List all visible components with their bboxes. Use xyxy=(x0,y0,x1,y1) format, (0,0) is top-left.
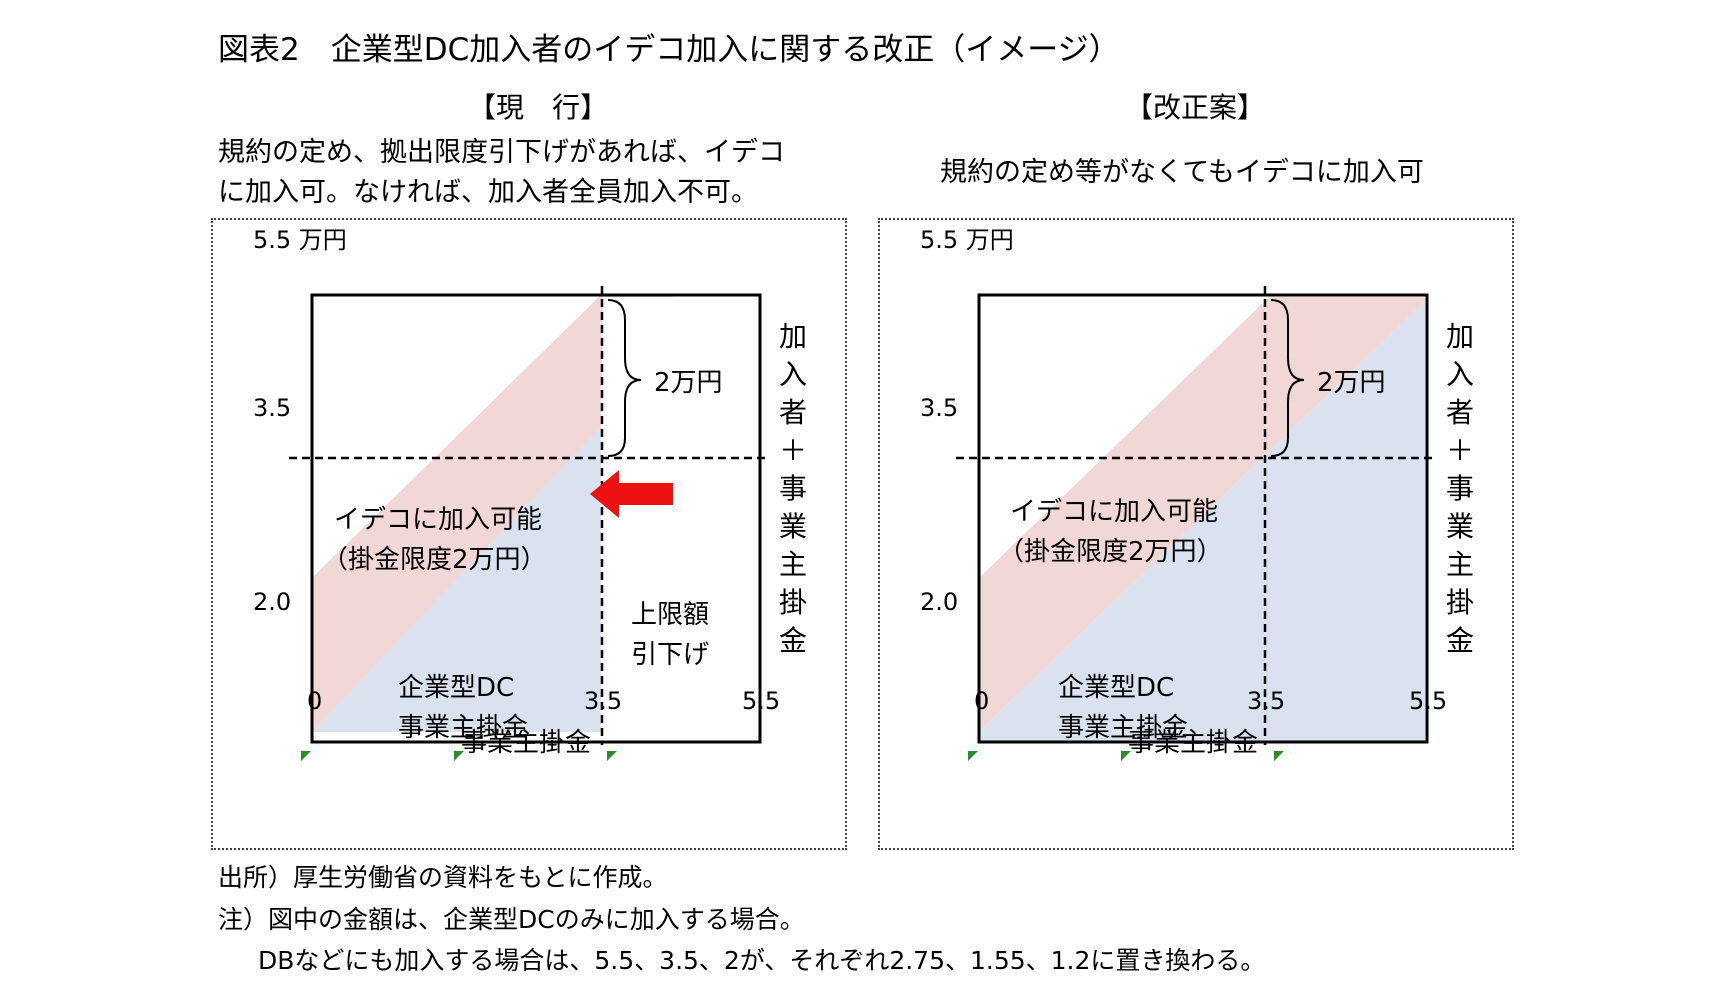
left-x-tick-mid: 3.5 xyxy=(584,687,623,715)
note-line1: 注）図中の金額は、企業型DCのみに加入する場合。 xyxy=(218,905,805,934)
right-y-mid-label: 3.5 xyxy=(920,394,959,422)
right-diagram-panel: 5.5 万円 3.5 2.0 0 3.5 5.5 事業主掛金 2万円 イデコに加… xyxy=(878,218,1514,850)
right-dc-label-line2: 事業主掛金 xyxy=(1058,713,1189,743)
left-ideco-label-line1: イデコに加入可能 xyxy=(334,505,543,535)
right-right-axis-text: 加入者＋事業主掛金 xyxy=(1445,320,1474,657)
left-tick-marker-1 xyxy=(454,751,464,761)
right-ideco-label-line2: （掛金限度2万円） xyxy=(998,537,1223,567)
left-cap-label-line1: 上限額 xyxy=(631,600,710,630)
left-brace-label: 2万円 xyxy=(654,368,723,398)
left-description-line1: 規約の定め、拠出限度引下げがあれば、イデコ xyxy=(218,137,785,168)
right-tick-marker-2 xyxy=(1274,751,1284,761)
right-ideco-label-line1: イデコに加入可能 xyxy=(1010,497,1219,527)
right-x-tick-mid: 3.5 xyxy=(1247,687,1286,715)
right-blue-region xyxy=(979,301,1425,742)
left-pink-region-upper xyxy=(312,295,601,732)
left-ideco-label-line2: （掛金限度2万円） xyxy=(322,545,547,575)
right-brace-label: 2万円 xyxy=(1317,368,1386,398)
right-tick-marker-0 xyxy=(968,751,978,761)
right-x-tick-max: 5.5 xyxy=(1409,687,1448,715)
left-diagram-panel: 5.5 万円 3.5 2.0 0 3.5 5.5 事業主掛金 2万円 イデコに加… xyxy=(211,218,847,850)
right-y-low-label: 2.0 xyxy=(920,588,959,616)
right-pink-region xyxy=(979,297,1425,732)
note-line2: DBなどにも加入する場合は、5.5、3.5、2が、それぞれ2.75、1.55、1… xyxy=(258,946,1266,975)
left-x-tick-max: 5.5 xyxy=(742,687,781,715)
left-header: 【現 行】 xyxy=(468,91,609,124)
right-x-tick-0: 0 xyxy=(974,687,990,715)
right-tick-marker-1 xyxy=(1121,751,1131,761)
left-y-top-label: 5.5 万円 xyxy=(253,226,347,254)
right-x-axis-label: 事業主掛金 xyxy=(1128,728,1259,758)
left-y-mid-label: 3.5 xyxy=(253,394,292,422)
right-header: 【改正案】 xyxy=(1125,91,1266,124)
left-cap-label-line2: 引下げ xyxy=(631,640,710,670)
left-dc-label-line1: 企業型DC xyxy=(398,673,515,703)
right-description-line1: 規約の定め等がなくてもイデコに加入可 xyxy=(940,157,1424,188)
left-x-tick-0: 0 xyxy=(307,687,323,715)
left-description-line2: に加入可。なければ、加入者全員加入不可。 xyxy=(218,177,758,208)
figure-title: 図表2 企業型DC加入者のイデコ加入に関する改正（イメージ） xyxy=(218,32,1120,68)
right-y-top-label: 5.5 万円 xyxy=(920,226,1014,254)
right-plot-frame xyxy=(977,293,1429,744)
left-y-low-label: 2.0 xyxy=(253,588,292,616)
left-right-axis-text: 加入者＋事業主掛金 xyxy=(778,320,807,657)
right-right-axis-label: 加入者＋事業主掛金 xyxy=(1445,318,1475,660)
left-right-axis-label: 加入者＋事業主掛金 xyxy=(778,318,808,660)
left-dc-label-line2: 事業主掛金 xyxy=(398,713,529,743)
left-plot-frame xyxy=(310,293,762,744)
left-red-arrow xyxy=(590,470,673,518)
left-tick-marker-2 xyxy=(607,751,617,761)
left-brace xyxy=(607,299,642,457)
left-tick-marker-0 xyxy=(301,751,311,761)
right-brace xyxy=(1270,299,1305,457)
left-x-axis-label: 事業主掛金 xyxy=(461,728,592,758)
source-note: 出所）厚生労働省の資料をもとに作成。 xyxy=(218,863,668,892)
right-dc-label-line1: 企業型DC xyxy=(1058,673,1175,703)
